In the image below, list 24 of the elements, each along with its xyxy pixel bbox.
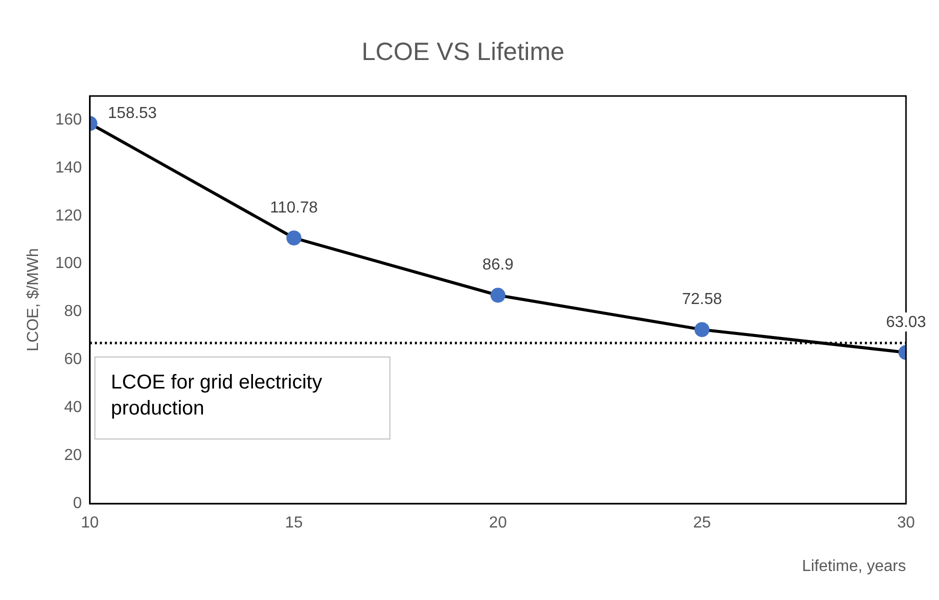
y-axis-title: LCOE, $/MWh: [25, 248, 42, 352]
data-label: 158.53: [108, 104, 157, 122]
data-label: 86.9: [482, 256, 514, 274]
chart-title: LCOE VS Lifetime: [362, 38, 564, 66]
y-tick-label: 120: [55, 207, 82, 224]
data-label: 63.03: [886, 314, 926, 331]
y-tick-label: 140: [55, 159, 82, 176]
data-label: 110.78: [270, 199, 318, 216]
y-tick-label: 100: [55, 255, 82, 272]
y-tick-label: 80: [64, 303, 82, 320]
y-tick-label: 160: [55, 111, 82, 128]
y-tick-label: 20: [64, 447, 82, 464]
y-tick-label: 0: [72, 495, 82, 512]
x-tick-label: 25: [693, 514, 711, 532]
y-tick-label: 60: [64, 351, 82, 368]
data-label: 72.58: [682, 290, 722, 308]
x-axis-title: Lifetime, years: [802, 558, 906, 575]
x-tick-label: 10: [80, 514, 99, 532]
y-tick-label: 40: [64, 399, 82, 416]
x-tick-label: 30: [897, 514, 915, 532]
point: [490, 288, 506, 303]
x-tick-label: 20: [489, 514, 507, 532]
x-tick-label: 15: [285, 514, 303, 532]
ref-line-label: LCOE for grid electricity production: [110, 371, 322, 420]
